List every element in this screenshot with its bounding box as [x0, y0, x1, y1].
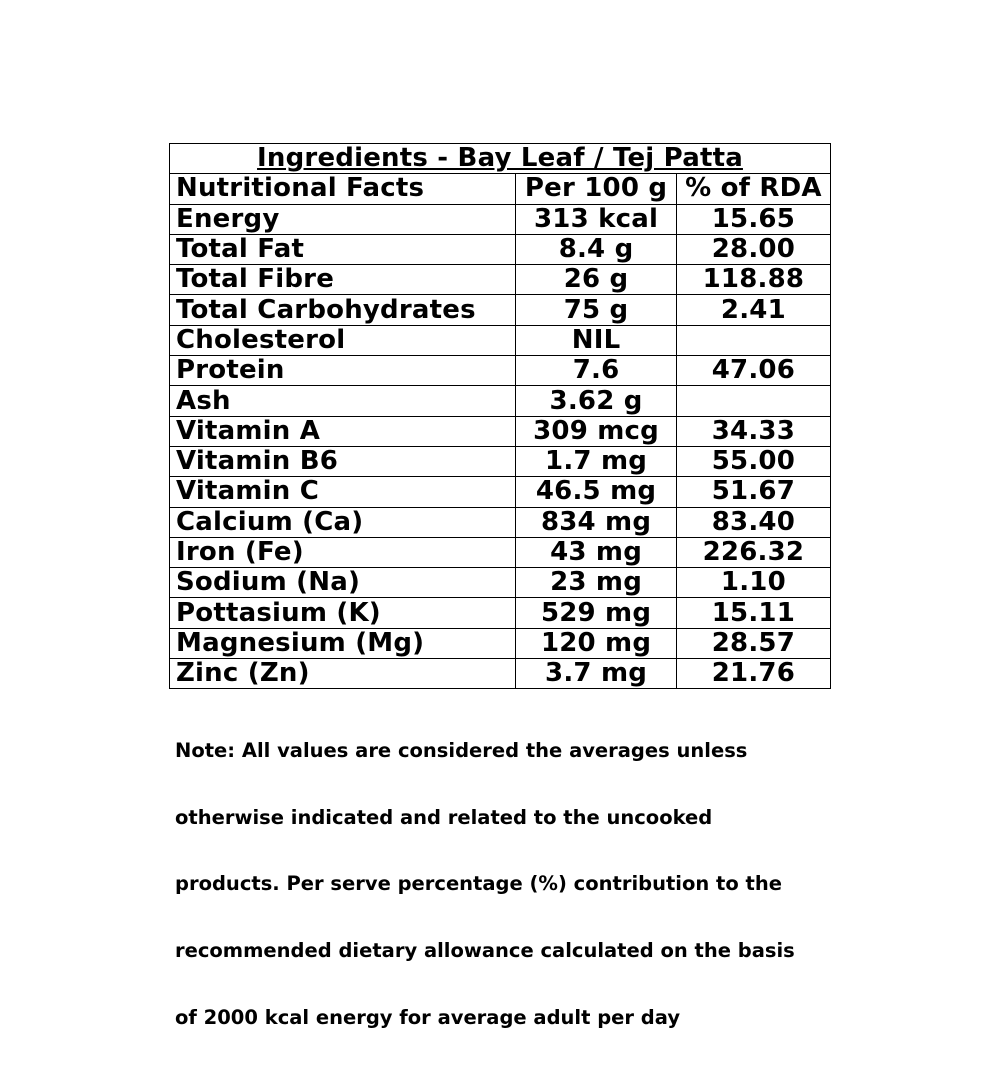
- rda-cell: 15.11: [675, 597, 832, 629]
- table-row: Sodium (Na) 23 mg 1.10: [168, 567, 832, 599]
- per-100g-cell: 43 mg: [515, 536, 677, 569]
- table-row: Vitamin A 309 mcg 34.33: [168, 415, 832, 447]
- footnote-line: products. Per serve percentage (%) contr…: [175, 872, 782, 896]
- header-nutritional-facts: Nutritional Facts: [168, 173, 517, 205]
- table-body: Energy 313 kcal 15.65 Total Fat 8.4 g 28.00 To…: [168, 203, 832, 690]
- header-per-100g: Per 100 g: [515, 173, 677, 205]
- nutrient-name-cell: Vitamin B6: [168, 445, 517, 478]
- per-100g-cell: 309 mcg: [515, 415, 677, 447]
- rda-cell: 118.88: [675, 264, 832, 296]
- nutrient-name-cell: Sodium (Na): [168, 567, 517, 599]
- table-title: Ingredients - Bay Leaf / Tej Patta: [169, 142, 831, 175]
- rda-cell: 28.00: [675, 233, 832, 266]
- per-100g-cell: 834 mg: [515, 506, 677, 538]
- table-row: Calcium (Ca) 834 mg 83.40: [168, 506, 832, 538]
- header-rda: % of RDA: [675, 173, 832, 205]
- rda-cell: 15.65: [675, 203, 832, 235]
- rda-cell: 226.32: [675, 536, 832, 569]
- nutrient-name-cell: Protein: [168, 355, 517, 387]
- nutrition-table: Ingredients - Bay Leaf / Tej Patta Nutri…: [168, 142, 832, 690]
- nutrient-name-cell: Pottasium (K): [168, 597, 517, 629]
- rda-cell: 28.57: [675, 627, 832, 660]
- per-100g-cell: 313 kcal: [515, 203, 677, 235]
- per-100g-cell: 3.62 g: [515, 385, 677, 417]
- per-100g-cell: 3.7 mg: [515, 658, 677, 690]
- table-row: Zinc (Zn) 3.7 mg 21.76: [168, 658, 832, 690]
- nutrient-name-cell: Vitamin A: [168, 415, 517, 447]
- rda-cell: 34.33: [675, 415, 832, 447]
- table-row: Protein 7.6 47.06: [168, 355, 832, 387]
- footnote-line: of 2000 kcal energy for average adult pe…: [175, 1005, 681, 1029]
- nutrient-name-cell: Vitamin C: [168, 476, 517, 508]
- footnote-line: Note: All values are considered the aver…: [175, 739, 748, 763]
- rda-cell: [675, 385, 832, 417]
- nutrient-name-cell: Total Fibre: [168, 264, 517, 296]
- rda-cell: 51.67: [675, 476, 832, 508]
- rda-cell: 1.10: [675, 567, 832, 599]
- per-100g-cell: 26 g: [515, 264, 677, 296]
- footnote-line: recommended dietary allowance calculated…: [175, 939, 795, 963]
- per-100g-cell: 75 g: [515, 294, 677, 326]
- nutrient-name-cell: Calcium (Ca): [168, 506, 517, 538]
- header-row: Nutritional Facts Per 100 g % of RDA: [168, 173, 832, 205]
- nutrient-name-cell: Zinc (Zn): [168, 658, 517, 690]
- rda-cell: 47.06: [675, 355, 832, 387]
- table-row: Total Fat 8.4 g 28.00: [168, 233, 832, 266]
- rda-cell: [675, 324, 832, 357]
- table-row: Vitamin B6 1.7 mg 55.00: [168, 445, 832, 478]
- rda-cell: 2.41: [675, 294, 832, 326]
- per-100g-cell: 529 mg: [515, 597, 677, 629]
- nutrient-name-cell: Energy: [168, 203, 517, 235]
- table-row: Vitamin C 46.5 mg 51.67: [168, 476, 832, 508]
- nutrient-name-cell: Iron (Fe): [168, 536, 517, 569]
- rda-cell: 83.40: [675, 506, 832, 538]
- table-row: Total Fibre 26 g 118.88: [168, 264, 832, 296]
- per-100g-cell: 1.7 mg: [515, 445, 677, 478]
- per-100g-cell: 120 mg: [515, 627, 677, 660]
- footnote: Note: All values are considered the aver…: [175, 701, 835, 1067]
- table-row: Cholesterol NIL: [168, 324, 832, 357]
- table-row: Iron (Fe) 43 mg 226.32: [168, 536, 832, 569]
- table-row: Total Carbohydrates 75 g 2.41: [168, 294, 832, 326]
- table-row: Pottasium (K) 529 mg 15.11: [168, 597, 832, 629]
- title-row: Ingredients - Bay Leaf / Tej Patta: [169, 142, 831, 175]
- table-row: Ash 3.62 g: [168, 385, 832, 417]
- table-row: Magnesium (Mg) 120 mg 28.57: [168, 627, 832, 660]
- per-100g-cell: 23 mg: [515, 567, 677, 599]
- rda-cell: 21.76: [675, 658, 832, 690]
- nutrient-name-cell: Magnesium (Mg): [168, 627, 517, 660]
- per-100g-cell: 7.6: [515, 355, 677, 387]
- rda-cell: 55.00: [675, 445, 832, 478]
- nutrient-name-cell: Total Fat: [168, 233, 517, 266]
- table-row: Energy 313 kcal 15.65: [168, 203, 832, 235]
- nutrient-name-cell: Total Carbohydrates: [168, 294, 517, 326]
- per-100g-cell: 8.4 g: [515, 233, 677, 266]
- nutrient-name-cell: Ash: [168, 385, 517, 417]
- per-100g-cell: NIL: [515, 324, 677, 357]
- footnote-line: otherwise indicated and related to the u…: [175, 805, 713, 829]
- per-100g-cell: 46.5 mg: [515, 476, 677, 508]
- table-head: Ingredients - Bay Leaf / Tej Patta Nutri…: [168, 142, 832, 205]
- nutrient-name-cell: Cholesterol: [168, 324, 517, 357]
